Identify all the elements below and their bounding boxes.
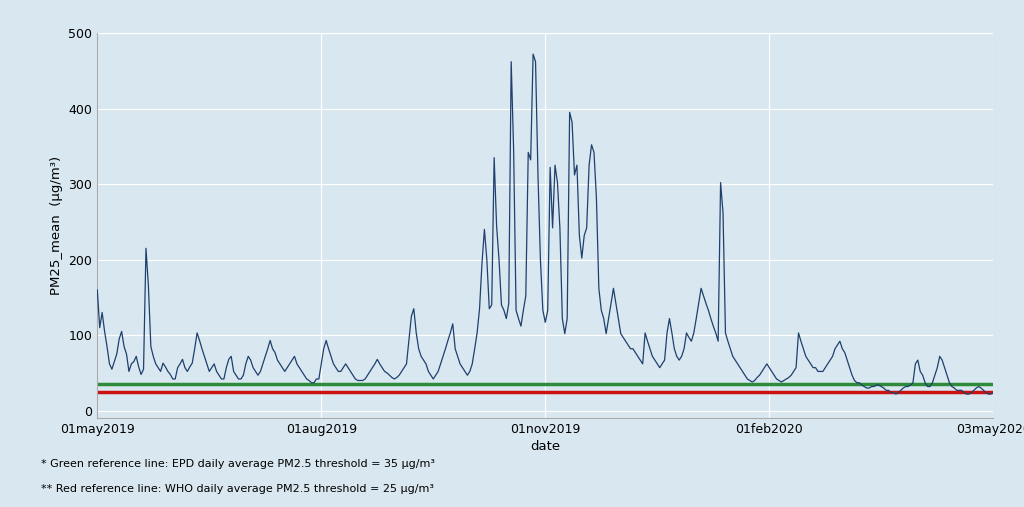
Text: * Green reference line: EPD daily average PM2.5 threshold = 35 μg/m³: * Green reference line: EPD daily averag… [41,459,435,469]
Y-axis label: PM25_mean  (μg/m³): PM25_mean (μg/m³) [50,156,62,295]
Text: ** Red reference line: WHO daily average PM2.5 threshold = 25 μg/m³: ** Red reference line: WHO daily average… [41,484,434,494]
X-axis label: date: date [530,440,560,453]
